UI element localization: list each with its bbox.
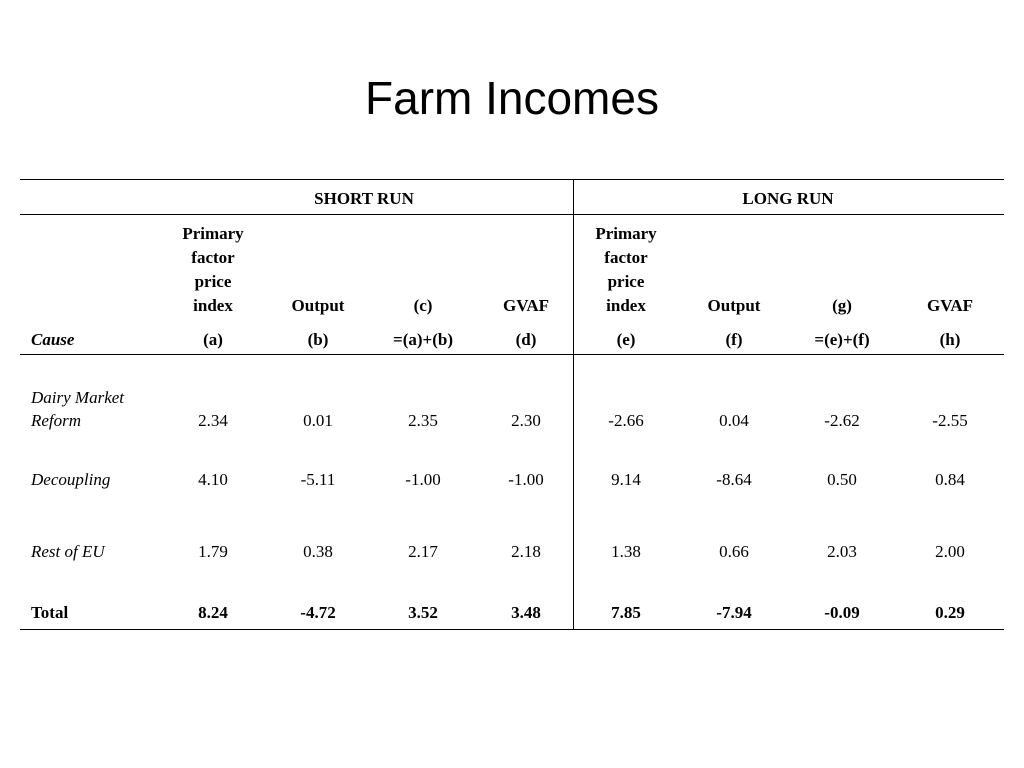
subheader-f: (f)	[725, 330, 743, 349]
table-cell: 1.79	[198, 542, 228, 561]
run-divider	[573, 179, 574, 630]
col-header-output-short: Output	[291, 296, 345, 315]
row-cause-dairy-line2: Reform	[31, 411, 82, 430]
table-cell: 2.18	[511, 542, 541, 561]
subheader-h: (h)	[939, 330, 961, 349]
col-header-e-line4: index	[606, 296, 646, 315]
col-header-gvaf-short: GVAF	[503, 296, 549, 315]
subheader-a: (a)	[203, 330, 223, 349]
col-header-gvaf-long: GVAF	[927, 296, 973, 315]
col-header-e-line3: price	[607, 272, 645, 291]
table-cell: -1.00	[405, 470, 441, 489]
table-cell: 4.10	[198, 470, 228, 489]
col-header-primary-factor-long: Primary factor price index	[595, 222, 656, 318]
col-header-a-line3: price	[194, 272, 232, 291]
slide-title: Farm Incomes	[365, 72, 659, 124]
table-cell: 2.00	[935, 542, 965, 561]
subheader-cause: Cause	[31, 330, 75, 349]
table-cell: 3.52	[408, 603, 438, 622]
row-cause-rest-of-eu: Rest of EU	[31, 542, 105, 561]
table-cell: 3.48	[511, 603, 541, 622]
col-header-c: (c)	[413, 296, 433, 315]
table-cell: 2.17	[408, 542, 438, 561]
subheader-rule	[20, 354, 1004, 355]
subheader-c: =(a)+(b)	[393, 330, 453, 349]
farm-incomes-table: SHORT RUN LONG RUN Primary factor price …	[20, 179, 1004, 630]
table-cell: 8.24	[198, 603, 228, 622]
table-cell: 0.01	[303, 411, 333, 430]
table-bottom-rule	[20, 629, 1004, 630]
table-cell: 0.04	[719, 411, 749, 430]
subheader-g: =(e)+(f)	[814, 330, 870, 349]
row-cause-decoupling: Decoupling	[31, 470, 111, 489]
table-cell: 1.38	[611, 542, 641, 561]
table-cell: -0.09	[824, 603, 860, 622]
table-cell: -8.64	[716, 470, 752, 489]
col-header-e-line2: factor	[604, 248, 648, 267]
table-cell: -2.66	[608, 411, 644, 430]
table-cell: -2.55	[932, 411, 968, 430]
table-cell: -5.11	[300, 470, 336, 489]
table-cell: -4.72	[300, 603, 336, 622]
col-header-a-line4: index	[193, 296, 233, 315]
col-header-output-long: Output	[707, 296, 761, 315]
table-cell: 9.14	[611, 470, 641, 489]
table-cell: 7.85	[611, 603, 641, 622]
table-cell: 0.84	[935, 470, 965, 489]
subheader-e: (e)	[616, 330, 636, 349]
header-long-run: LONG RUN	[742, 189, 834, 208]
table-cell: -7.94	[716, 603, 752, 622]
table-cell: 2.03	[827, 542, 857, 561]
table-cell: 2.34	[198, 411, 228, 430]
subheader-b: (b)	[307, 330, 329, 349]
header-short-run: SHORT RUN	[314, 189, 414, 208]
table-cell: -2.62	[824, 411, 860, 430]
table-cell: 0.38	[303, 542, 333, 561]
table-cell: 0.66	[719, 542, 749, 561]
row-cause-dairy-line1: Dairy Market	[31, 388, 125, 407]
col-header-e-line1: Primary	[595, 224, 657, 243]
table-cell: 0.29	[935, 603, 965, 622]
table-cell: 2.35	[408, 411, 438, 430]
col-header-a-line1: Primary	[182, 224, 244, 243]
table-cell: 0.50	[827, 470, 857, 489]
table-cell: -1.00	[508, 470, 544, 489]
col-header-a-line2: factor	[191, 248, 235, 267]
table-top-rule	[20, 179, 1004, 180]
col-header-g: (g)	[832, 296, 852, 315]
row-cause-total: Total	[31, 603, 69, 622]
header-rule	[20, 214, 1004, 215]
col-header-primary-factor-short: Primary factor price index	[182, 222, 243, 318]
subheader-d: (d)	[515, 330, 537, 349]
table-cell: 2.30	[511, 411, 541, 430]
